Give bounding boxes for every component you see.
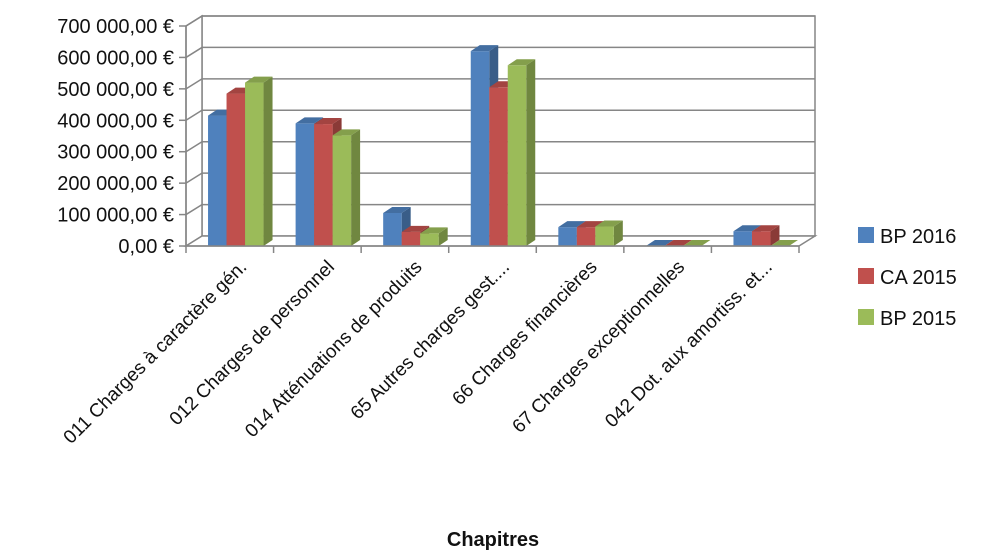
bar-front <box>489 87 508 247</box>
legend-swatch <box>858 309 874 325</box>
y-tick-label: 700 000,00 € <box>57 16 174 38</box>
bar-top <box>470 45 499 52</box>
bar-front <box>576 227 596 246</box>
y-tick-label: 200 000,00 € <box>57 173 174 195</box>
bar-top <box>401 225 430 232</box>
grid-line <box>185 140 815 153</box>
bar <box>420 227 448 246</box>
x-tick-label: 67 Charges exceptionnelles <box>509 257 690 438</box>
x-tick-label: 012 Charges de personnel <box>166 257 339 430</box>
x-tick-label: 66 Charges financières <box>449 257 602 410</box>
bar-front <box>332 135 352 246</box>
x-tick-label: 042 Dot. aux amortiss. et... <box>601 257 776 432</box>
bar-top <box>420 227 448 234</box>
x-axis: 011 Charges à caractère gén.012 Charges … <box>60 245 800 449</box>
grid-line <box>185 46 815 59</box>
y-tick-label: 100 000,00 € <box>57 205 174 227</box>
bar <box>645 240 674 246</box>
bars <box>208 45 798 247</box>
bar-top <box>664 240 692 246</box>
grid-line <box>185 15 815 27</box>
y-tick-label: 0,00 € <box>118 236 174 258</box>
y-tick-label: 600 000,00 € <box>57 47 174 69</box>
grid-lines <box>185 15 815 216</box>
bar-top <box>314 118 342 125</box>
legend: BP 2016 CA 2015 BP 2015 <box>858 226 957 330</box>
bar-top <box>751 225 780 232</box>
grid-line <box>185 203 815 216</box>
legend-label: BP 2016 <box>880 226 956 248</box>
bar <box>245 76 273 246</box>
bar-front <box>595 226 614 246</box>
y-tick-label: 300 000,00 € <box>57 142 174 164</box>
bar-side <box>351 129 361 246</box>
legend-label: CA 2015 <box>880 267 957 289</box>
bar-front <box>751 231 771 246</box>
x-tick-label: 65 Autres charges gest.... <box>347 257 514 424</box>
bar-side <box>263 76 273 246</box>
side-wall <box>185 14 203 248</box>
bar-top <box>245 76 273 83</box>
bar-front <box>507 65 527 247</box>
bar-top <box>645 240 674 246</box>
bar <box>682 240 711 246</box>
legend-item: CA 2015 <box>858 267 957 289</box>
bar-front <box>420 233 439 246</box>
bar <box>507 59 536 247</box>
bar-top <box>383 207 411 213</box>
bar-top <box>595 220 623 227</box>
x-tick-label: 011 Charges à caractère gén. <box>60 257 252 449</box>
grid-line <box>185 78 815 90</box>
legend-swatch <box>858 227 874 243</box>
bar-side <box>770 225 780 246</box>
bar-top <box>682 240 711 246</box>
bar <box>595 220 623 246</box>
bar <box>770 240 798 246</box>
y-axis: 0,00 € 100 000,00 € 200 000,00 € 300 000,00… <box>57 16 187 258</box>
bar-front <box>314 124 333 246</box>
bar-side <box>438 227 448 246</box>
legend-item: BP 2015 <box>858 308 956 330</box>
legend-swatch <box>858 268 874 284</box>
bar-top <box>507 59 536 66</box>
legend-item: BP 2016 <box>858 226 956 248</box>
bar-front <box>383 213 402 246</box>
legend-label: BP 2015 <box>880 308 956 330</box>
bar-front <box>245 82 264 246</box>
bar-top <box>332 129 361 136</box>
grid-line <box>185 109 815 121</box>
bar-front <box>470 51 490 247</box>
bar-front <box>558 227 577 246</box>
bar-top <box>733 225 761 232</box>
bar-front <box>733 231 752 246</box>
bar <box>664 240 692 246</box>
bar-front <box>295 123 315 246</box>
y-tick-label: 500 000,00 € <box>57 79 174 101</box>
x-axis-title: Chapitres <box>447 529 539 551</box>
y-tick-label: 400 000,00 € <box>57 110 174 132</box>
x-tick-label: 014 Atténuations de produits <box>241 257 426 442</box>
bar-side <box>613 220 623 246</box>
bar-front <box>401 231 421 246</box>
bar-top <box>558 221 586 228</box>
bar-top <box>295 117 324 124</box>
bar-side <box>526 59 536 247</box>
bar <box>332 129 361 246</box>
bar-front <box>208 115 227 246</box>
grid-line <box>185 172 815 184</box>
bar <box>751 225 780 246</box>
bar-top <box>770 240 798 246</box>
bar-front <box>226 93 246 246</box>
